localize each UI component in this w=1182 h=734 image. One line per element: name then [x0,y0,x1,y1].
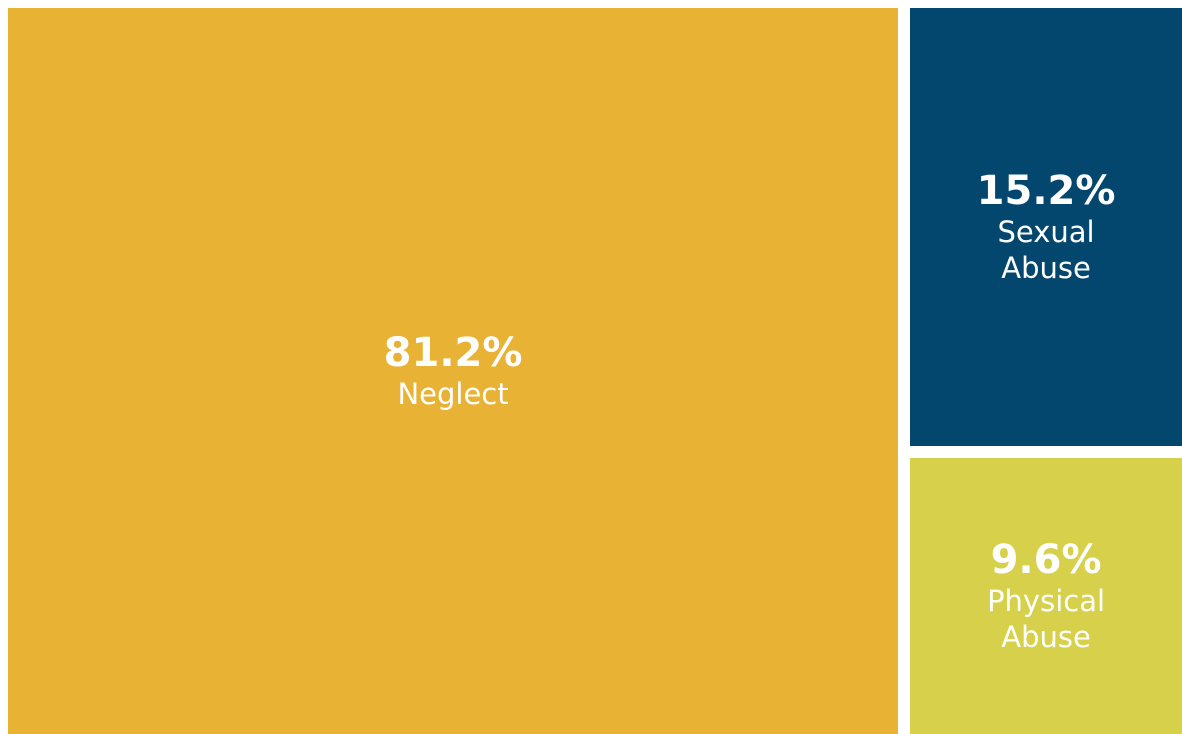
category-label: Neglect [397,377,509,411]
value-label: 9.6% [990,536,1102,583]
value-label: 15.2% [976,167,1116,214]
treemap-cell: 9.6% Physical Abuse [910,457,1182,734]
treemap-cell: 15.2% Sexual Abuse [910,8,1182,446]
value-label: 81.2% [383,330,523,376]
category-label: Physical Abuse [987,583,1106,654]
treemap-cell: 81.2% Neglect [8,8,899,734]
category-label: Sexual Abuse [997,214,1095,285]
